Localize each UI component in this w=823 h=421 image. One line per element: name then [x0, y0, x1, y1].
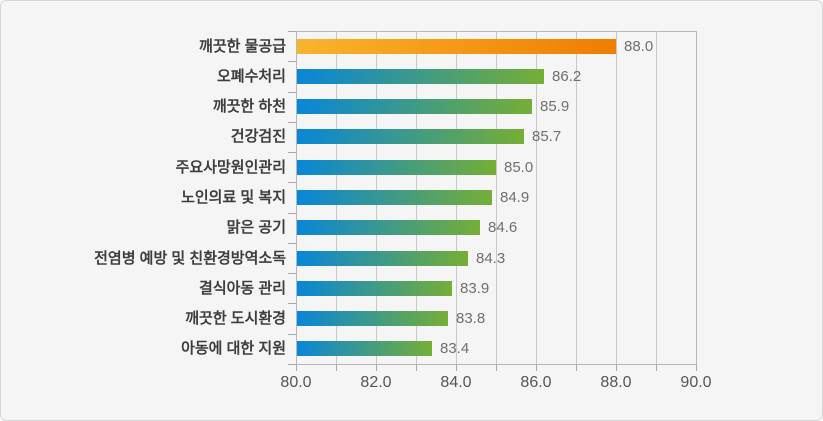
x-axis-tick: [496, 365, 497, 371]
bar: [297, 281, 452, 296]
bar: [297, 69, 544, 84]
gridline: [656, 31, 657, 364]
y-axis-tick: [288, 243, 296, 244]
bar: [297, 311, 448, 326]
category-label: 깨끗한 물공급: [199, 38, 286, 55]
y-axis-tick: [288, 152, 296, 153]
y-axis-tick: [288, 61, 296, 62]
value-label: 84.9: [500, 189, 530, 206]
category-label: 건강검진: [230, 128, 286, 145]
category-label: 아동에 대한 지원: [181, 340, 286, 357]
y-axis-tick: [288, 31, 296, 32]
value-label: 88.0: [624, 38, 654, 55]
value-label: 83.8: [456, 310, 486, 327]
gridline: [576, 31, 577, 364]
x-axis-tick: [336, 365, 337, 371]
bar: [297, 190, 492, 205]
category-label: 맑은 공기: [226, 219, 286, 236]
x-axis-tick-label: 86.0: [520, 374, 552, 391]
gridline: [616, 31, 617, 364]
category-label: 결식아동 관리: [199, 280, 286, 297]
y-axis-tick: [288, 182, 296, 183]
value-label: 86.2: [552, 68, 582, 85]
value-label: 85.9: [540, 98, 570, 115]
bar: [297, 129, 524, 144]
bar: [297, 251, 468, 266]
value-label: 83.4: [440, 340, 470, 357]
value-label: 85.7: [532, 128, 562, 145]
x-axis-tick: [536, 365, 537, 371]
gridline: [536, 31, 537, 364]
x-axis-tick: [576, 365, 577, 371]
x-axis-tick-label: 84.0: [440, 374, 472, 391]
bar: [297, 160, 496, 175]
y-axis-tick: [288, 273, 296, 274]
category-label: 노인의료 및 복지: [181, 189, 286, 206]
value-label: 85.0: [504, 159, 534, 176]
value-label: 84.6: [488, 219, 518, 236]
category-label: 깨끗한 하천: [212, 98, 286, 115]
x-axis-tick: [296, 365, 297, 371]
x-axis-tick-label: 82.0: [360, 374, 392, 391]
category-label: 깨끗한 도시환경: [185, 310, 286, 327]
y-axis-tick: [288, 303, 296, 304]
category-label: 전염병 예방 및 친환경방역소독: [94, 250, 286, 267]
value-label: 84.3: [476, 250, 506, 267]
x-axis-tick: [656, 365, 657, 371]
category-label: 오폐수처리: [216, 68, 286, 85]
x-axis-tick: [696, 365, 697, 371]
bar: [297, 39, 616, 54]
y-axis-tick: [288, 122, 296, 123]
x-axis-tick: [416, 365, 417, 371]
x-axis-tick-label: 90.0: [680, 374, 712, 391]
x-axis-tick-label: 80.0: [280, 374, 312, 391]
x-axis-tick-label: 88.0: [600, 374, 632, 391]
gridline: [496, 31, 497, 364]
bar: [297, 220, 480, 235]
y-axis-tick: [288, 213, 296, 214]
x-axis-tick: [456, 365, 457, 371]
bar: [297, 99, 532, 114]
y-axis-tick: [288, 334, 296, 335]
bar: [297, 341, 432, 356]
x-axis-tick: [376, 365, 377, 371]
x-axis-tick: [616, 365, 617, 371]
y-axis-tick: [288, 364, 296, 365]
y-axis-tick: [288, 92, 296, 93]
value-label: 83.9: [460, 280, 490, 297]
category-label: 주요사망원인관리: [175, 159, 286, 176]
